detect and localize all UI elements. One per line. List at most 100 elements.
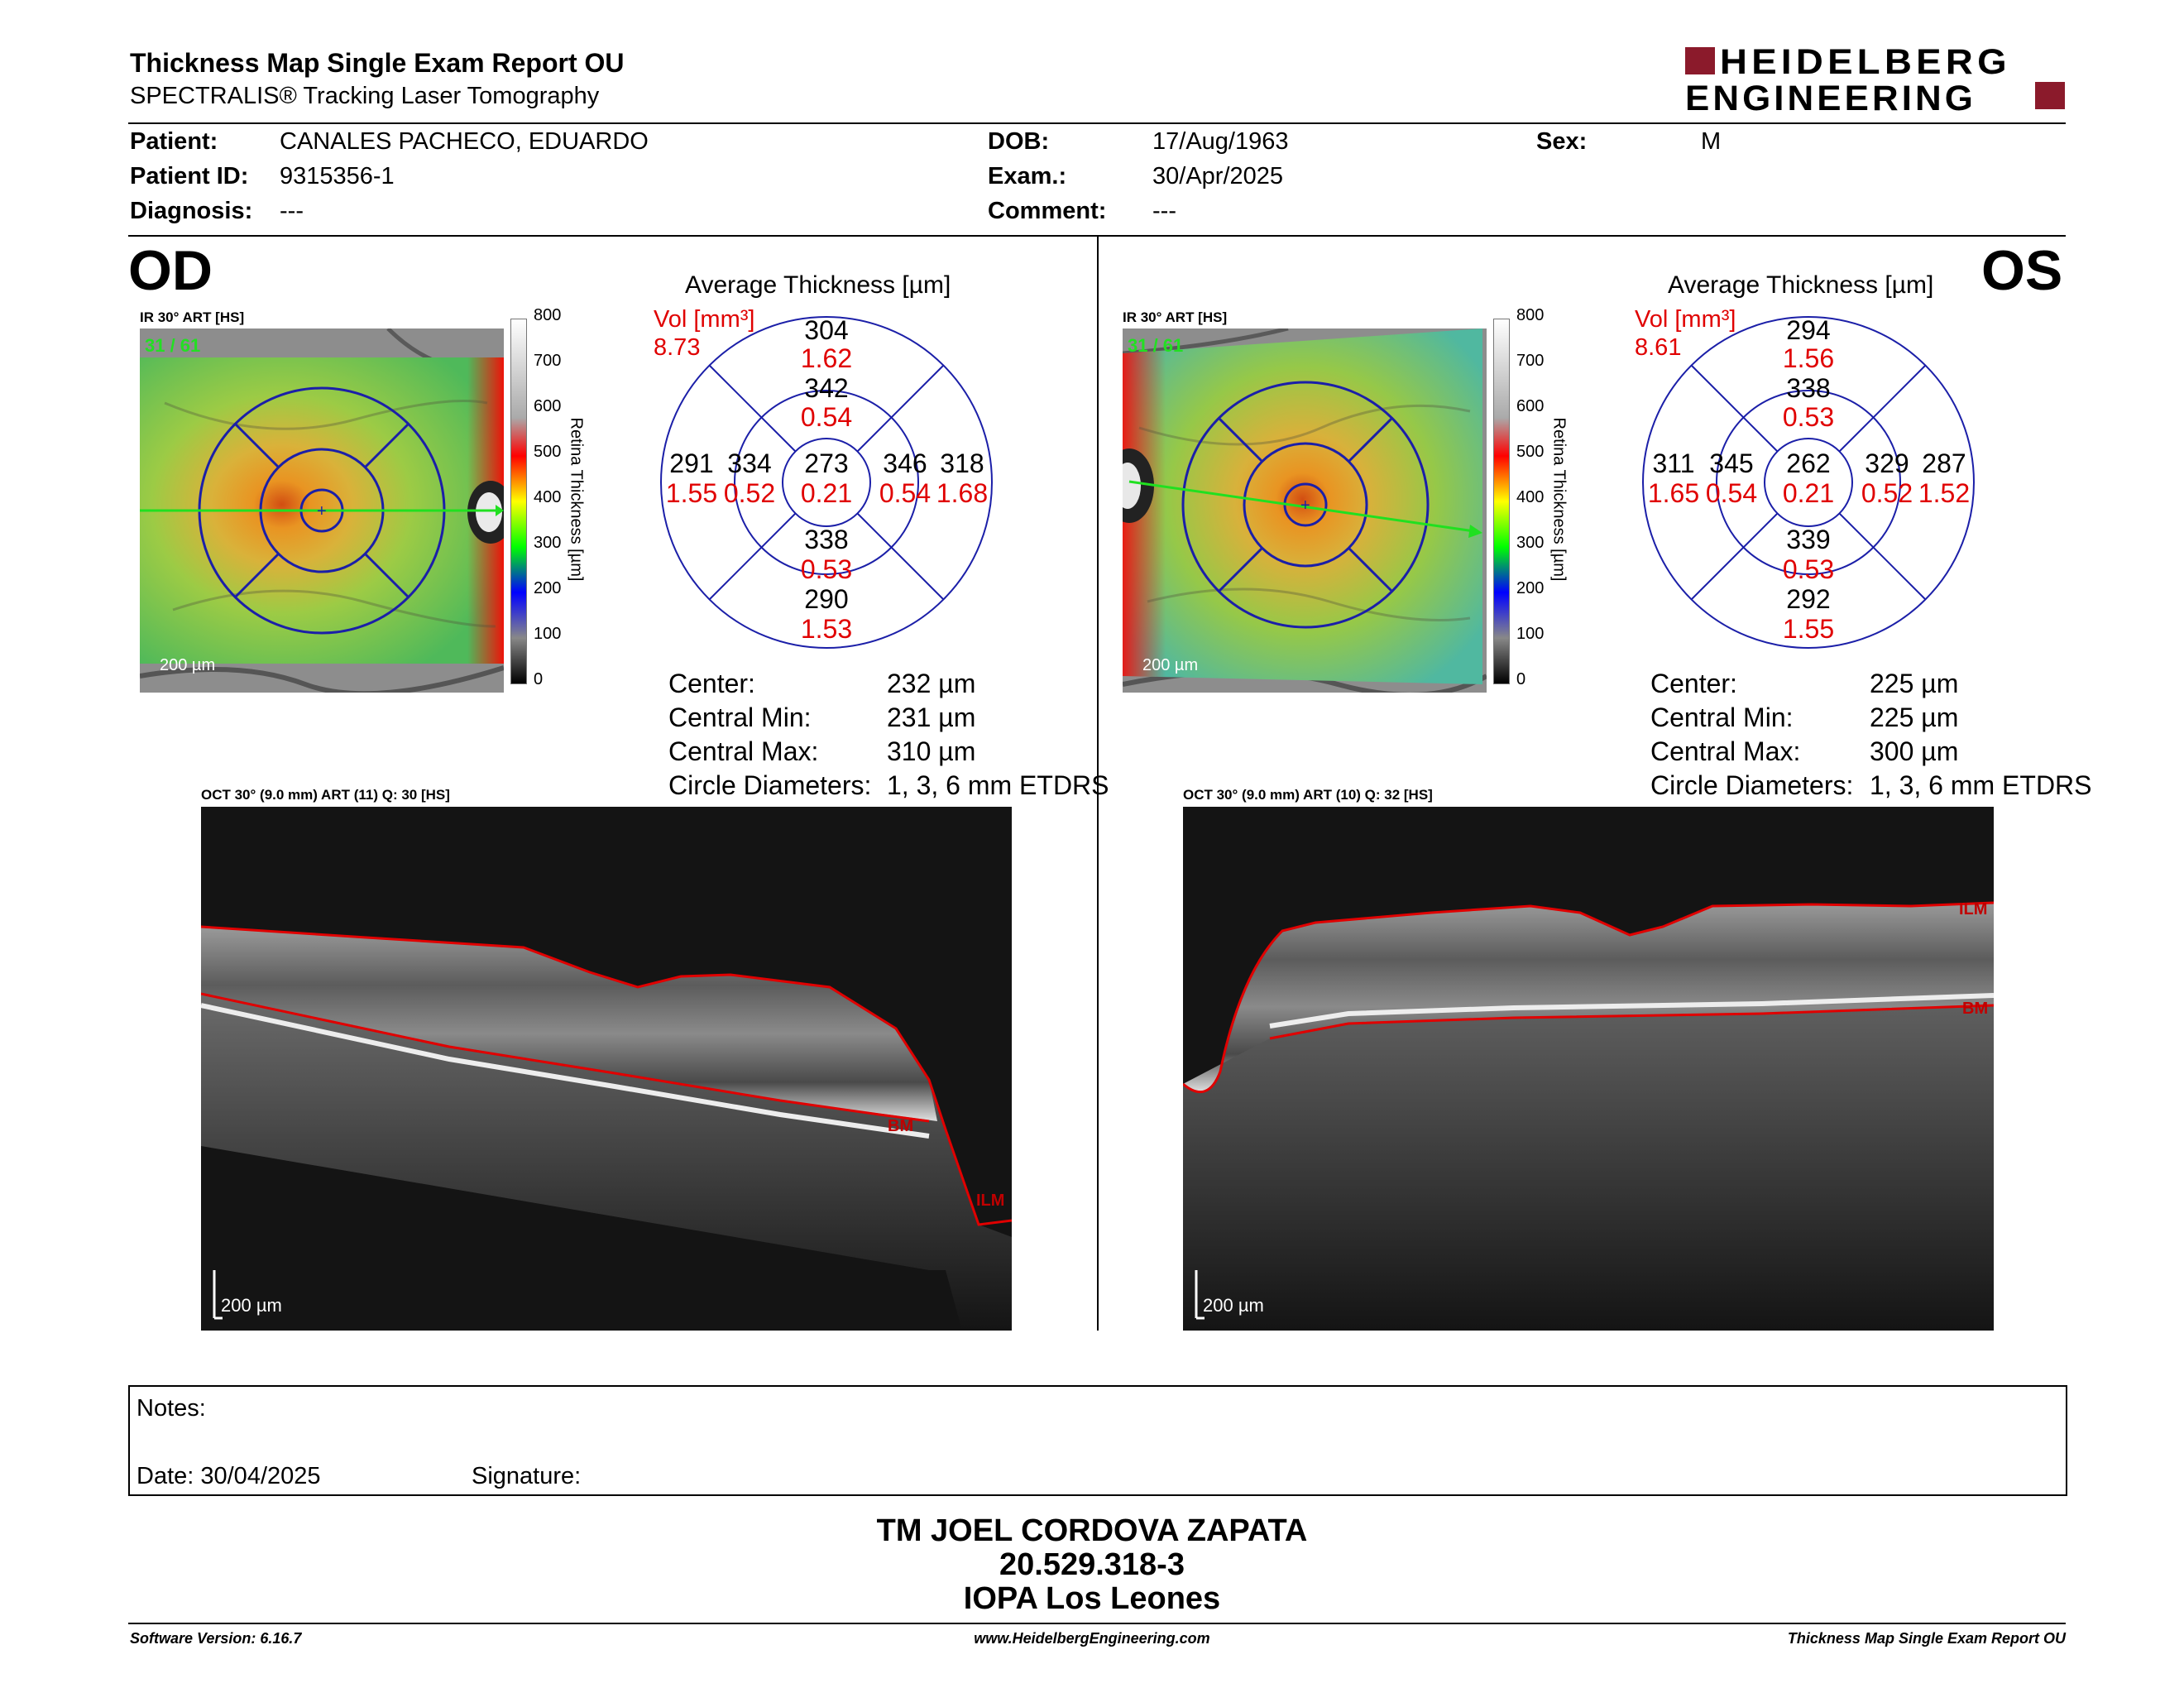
od-outer-inferior-thickness: 290 <box>804 584 849 614</box>
os-outer-superior-thickness: 294 <box>1786 315 1831 345</box>
od-circle-diameters-value: 1, 3, 6 mm ETDRS <box>887 770 1109 800</box>
footer-report-name: Thickness Map Single Exam Report OU <box>1787 1630 2066 1647</box>
os-center-label: Center: <box>1650 669 1737 698</box>
od-outer-inferior-volume: 1.53 <box>800 614 853 644</box>
os-scale-ticks: 800 700 600 500 400 300 200 100 0 <box>1516 306 1574 695</box>
od-center-volume: 0.21 <box>800 478 853 508</box>
os-oct-bscan-image: 200 µm ILM BM <box>1183 807 1994 1331</box>
od-outer-temporal-volume: 1.55 <box>665 478 718 508</box>
os-oct-scalebar: 200 µm <box>1203 1295 1264 1316</box>
exam-label: Exam.: <box>988 163 1067 189</box>
sex-value: M <box>1701 128 1722 155</box>
svg-text:+: + <box>317 502 327 520</box>
os-vol-label: Vol [mm³] <box>1635 306 1736 333</box>
os-avg-title: Average Thickness [µm] <box>1668 271 1934 299</box>
os-scale-tick: 300 <box>1516 534 1545 552</box>
od-center-value: 232 µm <box>887 669 976 698</box>
od-scale-tick: 200 <box>534 579 562 597</box>
os-scale-tick: 600 <box>1516 397 1545 415</box>
os-inner-inferior-volume: 0.53 <box>1782 554 1835 584</box>
od-frame-count: 31 / 61 <box>145 335 201 356</box>
od-center-label: Center: <box>668 669 755 698</box>
od-vol-label: Vol [mm³] <box>654 306 755 333</box>
od-outer-nasal-thickness: 318 <box>940 448 984 478</box>
os-bscan-svg <box>1183 901 1994 1331</box>
os-scale-label: Retina Thickness [µm] <box>1549 417 1569 582</box>
os-outer-temporal-thickness: 287 <box>1922 448 1966 478</box>
notes-box[interactable]: Notes: Date: 30/04/2025 Signature: <box>128 1385 2067 1496</box>
os-scale-tick: 500 <box>1516 443 1545 461</box>
os-inner-temporal-volume: 0.52 <box>1861 478 1913 508</box>
os-scale-tick: 400 <box>1516 488 1545 506</box>
os-ilm-label: ILM <box>1959 900 1988 918</box>
patient-id: 9315356-1 <box>280 163 395 189</box>
od-scale-tick: 700 <box>534 352 562 370</box>
date-label: Date: 30/04/2025 <box>136 1463 321 1489</box>
os-scale-tick: 100 <box>1516 625 1545 643</box>
od-scale-ticks: 800 700 600 500 400 300 200 100 0 <box>534 306 592 695</box>
os-center-thickness: 262 <box>1786 448 1831 478</box>
od-eye-label: OD <box>128 239 213 302</box>
od-inner-superior-volume: 0.54 <box>800 402 853 432</box>
signatory-id: 20.529.318-3 <box>999 1547 1185 1582</box>
signatory-name: TM JOEL CORDOVA ZAPATA <box>876 1513 1308 1548</box>
od-inner-inferior-thickness: 338 <box>804 525 849 554</box>
od-scale-tick: 300 <box>534 534 562 552</box>
os-scale-tick: 0 <box>1516 670 1526 688</box>
sex-label: Sex: <box>1536 128 1588 155</box>
comment-value: --- <box>1152 198 1176 224</box>
os-center-value: 225 µm <box>1870 669 1959 698</box>
od-etdrs-svg <box>660 316 993 649</box>
center-divider <box>1097 237 1099 1331</box>
od-oct-label: OCT 30° (9.0 mm) ART (11) Q: 30 [HS] <box>201 787 450 803</box>
od-central-min-value: 231 µm <box>887 703 976 732</box>
od-central-min-label: Central Min: <box>668 703 812 732</box>
od-inner-inferior-volume: 0.53 <box>800 554 853 584</box>
od-bm-label: BM <box>888 1117 914 1135</box>
od-scale-tick: 500 <box>534 443 562 461</box>
os-inner-superior-thickness: 338 <box>1786 373 1831 403</box>
od-thickness-scale <box>510 319 527 684</box>
od-inner-temporal-volume: 0.52 <box>723 478 776 508</box>
os-outer-inferior-volume: 1.55 <box>1782 614 1835 644</box>
svg-text:+: + <box>1300 496 1310 515</box>
os-ir-scalebar: 200 µm <box>1142 656 1199 674</box>
os-eye-label: OS <box>1981 239 2063 302</box>
od-ir-fundus-image: + 31 / 61 200 µm <box>140 328 504 693</box>
od-ilm-label: ILM <box>976 1192 1005 1210</box>
os-vol-total: 8.61 <box>1635 334 1682 361</box>
od-scale-label: Retina Thickness [µm] <box>567 417 586 582</box>
os-central-max-value: 300 µm <box>1870 736 1959 766</box>
heidelberg-logo: HEIDELBERG ENGINEERING <box>1685 42 2066 118</box>
os-outer-superior-volume: 1.56 <box>1782 343 1835 373</box>
report-subtitle: SPECTRALIS® Tracking Laser Tomography <box>130 83 600 109</box>
diagnosis-label: Diagnosis: <box>130 198 253 224</box>
od-avg-title: Average Thickness [µm] <box>685 271 951 299</box>
os-inner-superior-volume: 0.53 <box>1782 402 1835 432</box>
od-inner-temporal-thickness: 334 <box>727 448 772 478</box>
signatory-institution: IOPA Los Leones <box>963 1581 1221 1616</box>
os-circle-diameters-label: Circle Diameters: <box>1650 770 1854 800</box>
od-inner-superior-thickness: 342 <box>804 373 849 403</box>
notes-label: Notes: <box>136 1395 206 1422</box>
od-scale-tick: 100 <box>534 625 562 643</box>
os-inner-inferior-thickness: 339 <box>1786 525 1831 554</box>
patient-rule <box>128 235 2066 237</box>
patient-label: Patient: <box>130 128 218 155</box>
os-central-min-value: 225 µm <box>1870 703 1959 732</box>
os-outer-temporal-volume: 1.52 <box>1918 478 1971 508</box>
od-outer-superior-volume: 1.62 <box>800 343 853 373</box>
software-version: Software Version: 6.16.7 <box>130 1630 302 1647</box>
website-link[interactable]: www.HeidelbergEngineering.com <box>974 1630 1210 1647</box>
od-vol-total: 8.73 <box>654 334 701 361</box>
report-title: Thickness Map Single Exam Report OU <box>130 48 625 78</box>
os-circle-diameters-value: 1, 3, 6 mm ETDRS <box>1870 770 2092 800</box>
od-oct-bscan-image: 200 µm BM ILM <box>201 807 1012 1331</box>
od-circle-diameters-label: Circle Diameters: <box>668 770 872 800</box>
od-ir-scalebar: 200 µm <box>160 656 216 674</box>
os-thickness-scale <box>1493 319 1510 684</box>
od-inner-nasal-volume: 0.54 <box>879 478 932 508</box>
od-oct-scalebar: 200 µm <box>221 1295 282 1316</box>
os-bm-label: BM <box>1962 1000 1989 1018</box>
